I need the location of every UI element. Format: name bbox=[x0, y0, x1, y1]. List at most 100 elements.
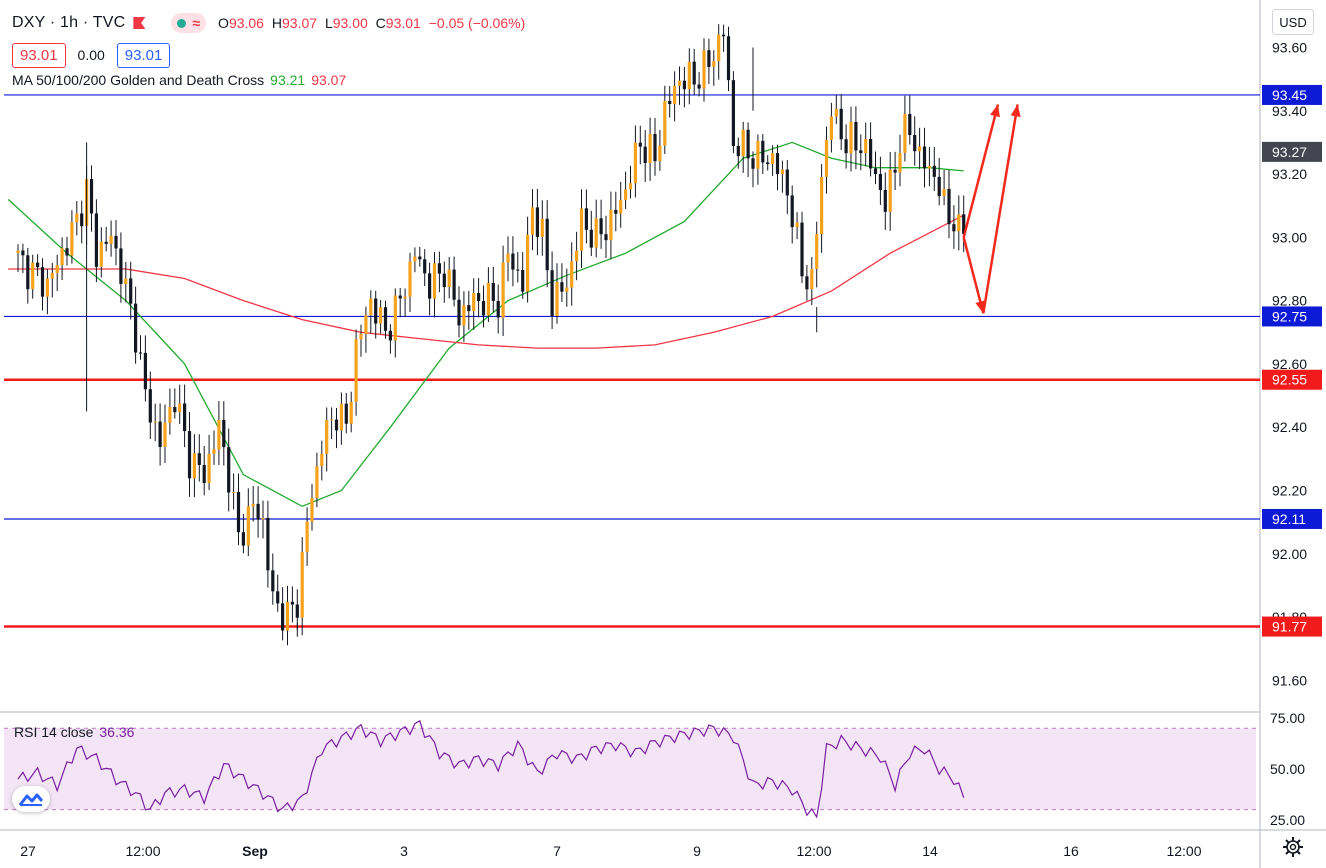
sell-price-button[interactable]: 93.01 bbox=[12, 42, 66, 68]
candle-bear bbox=[89, 179, 94, 214]
candle-bear bbox=[442, 273, 446, 288]
candle-bear bbox=[457, 299, 461, 326]
candle-bull bbox=[168, 407, 172, 423]
candle-bear bbox=[604, 234, 608, 241]
rsi-tick-label: 25.00 bbox=[1270, 812, 1305, 828]
rsi-line bbox=[17, 719, 965, 819]
candle-bull bbox=[300, 551, 304, 618]
candle-bull bbox=[99, 241, 103, 267]
price-tick-label: 93.60 bbox=[1272, 39, 1307, 55]
candle-bull bbox=[780, 169, 784, 175]
candle-bull bbox=[957, 214, 961, 232]
buy-price-button[interactable]: 93.01 bbox=[116, 42, 171, 68]
horizontal-levels bbox=[4, 94, 1260, 628]
candle-bear bbox=[869, 138, 873, 169]
time-tick-label: 16 bbox=[1063, 843, 1079, 859]
projection-arrow-line bbox=[962, 104, 1000, 238]
candle-bull bbox=[369, 298, 373, 316]
candle-bull bbox=[486, 282, 490, 316]
candle-bear bbox=[104, 241, 108, 244]
rsi-legend[interactable]: RSI 14 close 36.36 bbox=[14, 724, 134, 740]
level-label-text: 91.77 bbox=[1272, 619, 1307, 635]
candle-bull bbox=[565, 287, 569, 292]
candle-bull bbox=[447, 269, 451, 288]
price-tick-label: 93.20 bbox=[1272, 166, 1307, 182]
market-status-pill[interactable]: ≈ bbox=[171, 13, 207, 33]
level-label-text: 92.11 bbox=[1272, 511, 1306, 527]
candle-bear bbox=[80, 213, 84, 227]
candle-bear bbox=[947, 188, 951, 225]
candle-bear bbox=[187, 431, 192, 479]
candle-bear bbox=[638, 142, 642, 147]
price-axis: 91.6091.8092.0092.2092.4092.6092.8093.00… bbox=[1270, 39, 1307, 827]
projection-arrows bbox=[962, 104, 1021, 314]
rsi-label: RSI 14 close bbox=[14, 724, 94, 740]
candle-bear bbox=[158, 421, 162, 447]
candle-bull bbox=[153, 421, 157, 423]
candle-bull bbox=[756, 140, 760, 169]
candle-bear bbox=[173, 407, 177, 413]
candle-bull bbox=[192, 453, 196, 479]
candle-bull bbox=[815, 234, 819, 269]
projection-arrow-line bbox=[982, 104, 1019, 314]
candle-bull bbox=[555, 282, 559, 316]
high-value: 93.07 bbox=[282, 15, 318, 31]
candle-bull bbox=[624, 189, 628, 200]
candle-bear bbox=[516, 269, 520, 271]
candle-bull bbox=[364, 315, 368, 334]
candle-bull bbox=[251, 503, 255, 507]
candle-bear bbox=[854, 121, 858, 151]
candle-bull bbox=[530, 207, 535, 235]
currency-button[interactable]: USD bbox=[1272, 9, 1314, 35]
candle-bull bbox=[506, 253, 510, 263]
flag-icon[interactable] bbox=[133, 17, 146, 29]
candle-bear bbox=[418, 256, 422, 260]
rsi-line-path bbox=[17, 719, 965, 819]
level-label-box bbox=[1262, 369, 1322, 390]
candle-bear bbox=[183, 403, 187, 432]
price-tick-label: 93.00 bbox=[1272, 229, 1307, 245]
candle-bull bbox=[16, 250, 20, 254]
candle-bull bbox=[246, 506, 250, 546]
candle-bull bbox=[330, 419, 334, 421]
gear-icon[interactable] bbox=[1282, 836, 1304, 858]
candle-bull bbox=[810, 268, 814, 290]
candle-bull bbox=[820, 176, 824, 235]
candle-bear bbox=[751, 158, 755, 169]
candle-bear bbox=[873, 168, 878, 174]
ma-label: MA 50/100/200 Golden and Death Cross bbox=[12, 72, 265, 88]
candle-bull bbox=[619, 199, 623, 214]
candle-bear bbox=[295, 604, 299, 618]
candle-bear bbox=[388, 330, 392, 341]
ma-legend[interactable]: MA 50/100/200 Golden and Death Cross 93.2… bbox=[12, 72, 529, 88]
candle-bear bbox=[722, 34, 726, 37]
candle-bear bbox=[697, 84, 701, 89]
candle-bull bbox=[898, 152, 902, 173]
candle-bear bbox=[922, 146, 927, 169]
candle-bear bbox=[491, 282, 495, 301]
candle-bear bbox=[94, 213, 98, 267]
time-axis: 27 12:00 Sep 3 7 9 12:00 14 16 12:00 bbox=[20, 843, 1202, 859]
candle-bull bbox=[526, 234, 530, 292]
candle-bear bbox=[334, 419, 339, 431]
delayed-data-icon: ≈ bbox=[192, 15, 201, 31]
projection-arrow-head bbox=[1010, 104, 1021, 118]
candle-bear bbox=[114, 235, 118, 249]
candle-bull bbox=[359, 333, 363, 340]
price-tick-label: 92.80 bbox=[1272, 293, 1307, 309]
candle-bull bbox=[45, 278, 49, 297]
projection-arrow-head bbox=[990, 104, 1000, 118]
level-labels: 93.45 92.75 92.55 92.11 91.77 93.27 bbox=[1262, 84, 1322, 637]
candle-bear bbox=[736, 145, 740, 157]
candle-bull bbox=[379, 307, 383, 324]
candle-bear bbox=[937, 176, 941, 197]
ma200-line bbox=[8, 214, 964, 349]
tradingview-logo-icon[interactable] bbox=[12, 786, 50, 812]
level-label-text: 92.55 bbox=[1272, 372, 1307, 388]
candle-bear bbox=[775, 153, 780, 175]
candle-bull bbox=[354, 339, 358, 402]
symbol-title[interactable]: DXY · 1h · TVC bbox=[12, 14, 126, 31]
candle-bull bbox=[824, 139, 829, 177]
candle-bull bbox=[579, 208, 584, 251]
